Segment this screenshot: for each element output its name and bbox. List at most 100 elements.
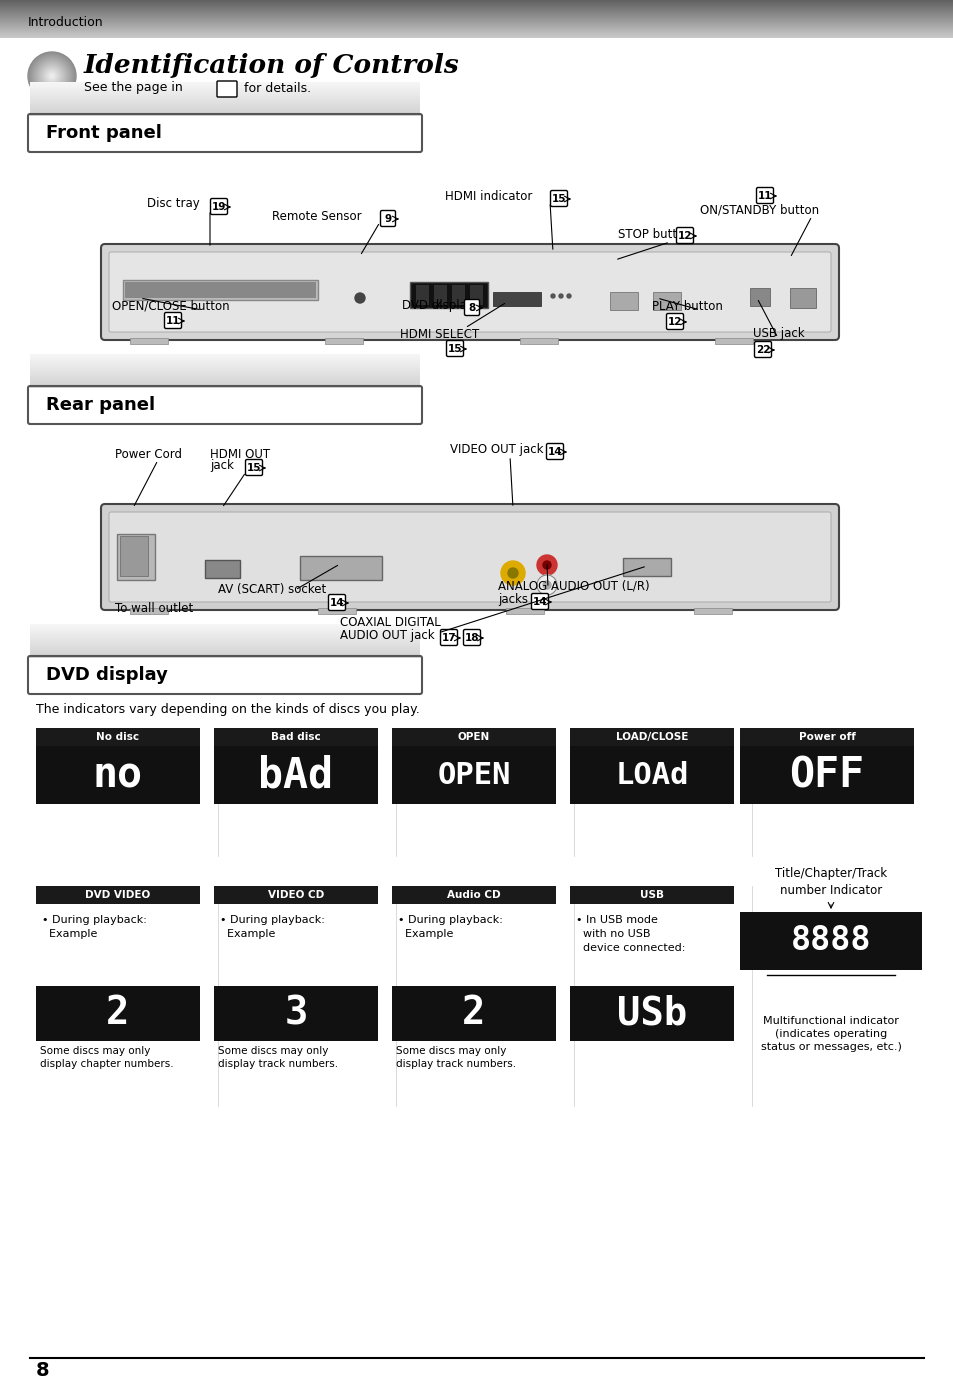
Text: To wall outlet: To wall outlet [115,602,193,614]
Circle shape [40,64,64,89]
Bar [569,727,733,745]
Text: no: no [92,754,143,797]
Text: PLAY button: PLAY button [651,300,722,313]
Circle shape [38,62,66,90]
Bar [213,745,377,804]
Text: HDMI SELECT: HDMI SELECT [400,328,479,340]
Text: ANALOG AUDIO OUT (L/R): ANALOG AUDIO OUT (L/R) [497,579,649,592]
Text: OPEN: OPEN [436,761,510,790]
Circle shape [32,55,71,95]
Text: • During playback:: • During playback: [220,916,325,925]
FancyBboxPatch shape [101,243,838,340]
Text: OPEN/CLOSE button: OPEN/CLOSE button [112,300,230,313]
FancyBboxPatch shape [754,342,771,357]
Bar [519,337,558,344]
Bar [123,279,317,300]
FancyBboxPatch shape [380,210,395,227]
Circle shape [45,69,59,83]
Text: 9: 9 [384,214,391,224]
Bar [789,288,815,308]
Circle shape [47,71,57,82]
Text: VIDEO OUT jack: VIDEO OUT jack [450,444,543,456]
Text: Power off: Power off [798,732,855,743]
Bar [213,887,377,904]
Circle shape [542,581,551,589]
Text: Some discs may only: Some discs may only [218,1046,328,1057]
Circle shape [46,71,58,82]
FancyBboxPatch shape [676,227,693,243]
Bar [36,727,200,745]
Bar [130,609,168,614]
Text: USB: USB [639,891,663,900]
Text: LOAD/CLOSE: LOAD/CLOSE [616,732,687,743]
FancyBboxPatch shape [550,191,567,206]
Text: ON/STANDBY button: ON/STANDBY button [700,203,819,217]
Text: See the page in: See the page in [84,82,183,94]
Bar [205,560,240,578]
Circle shape [39,64,65,89]
FancyBboxPatch shape [211,199,227,214]
Text: with no USB: with no USB [576,929,650,939]
Text: AV (SCART) socket: AV (SCART) socket [218,584,326,596]
Bar [36,887,200,904]
Bar [740,745,913,804]
Text: Front panel: Front panel [46,124,162,142]
Bar [416,285,429,306]
Text: Example: Example [42,929,97,939]
Circle shape [507,568,517,578]
Text: 8: 8 [36,1361,50,1379]
FancyBboxPatch shape [666,314,682,329]
Text: USB jack: USB jack [752,328,803,340]
Text: Introduction: Introduction [28,15,104,29]
Text: OFF: OFF [789,754,863,797]
Text: 22: 22 [755,344,769,355]
Bar [410,282,488,308]
Circle shape [29,53,75,100]
Text: jack: jack [210,459,233,473]
Bar [693,609,731,614]
Bar [470,285,482,306]
Text: Some discs may only: Some discs may only [395,1046,506,1057]
Circle shape [566,295,571,297]
Text: 8: 8 [468,303,476,313]
Bar [505,609,543,614]
Text: 14: 14 [330,597,344,609]
Text: 14: 14 [547,447,561,456]
Bar [569,887,733,904]
Text: • In USB mode: • In USB mode [576,916,658,925]
Text: (indicates operating: (indicates operating [774,1029,886,1039]
Text: VIDEO CD: VIDEO CD [268,891,324,900]
FancyBboxPatch shape [546,444,563,459]
Text: LOAd: LOAd [615,761,688,790]
Text: status or messages, etc.): status or messages, etc.) [760,1041,901,1052]
Circle shape [50,75,54,77]
FancyBboxPatch shape [756,188,773,203]
Circle shape [542,561,551,568]
Bar [325,337,363,344]
Bar [130,337,168,344]
Circle shape [41,65,63,87]
FancyBboxPatch shape [101,503,838,610]
Text: Multifunctional indicator: Multifunctional indicator [762,1017,898,1026]
Text: OPEN: OPEN [457,732,490,743]
Text: USb: USb [617,994,686,1033]
Text: HDMI OUT: HDMI OUT [210,448,270,461]
Text: COAXIAL DIGITAL: COAXIAL DIGITAL [339,615,440,628]
Circle shape [42,66,62,86]
Text: DVD display: DVD display [401,300,474,313]
FancyBboxPatch shape [216,82,236,97]
Bar [36,986,200,1041]
Bar [609,292,638,310]
Text: 15: 15 [247,463,261,473]
Bar [392,887,556,904]
Text: for details.: for details. [244,82,311,94]
FancyBboxPatch shape [109,512,830,602]
Text: 8888: 8888 [790,924,870,957]
Text: 2: 2 [106,994,130,1033]
Text: • During playback:: • During playback: [397,916,502,925]
FancyBboxPatch shape [328,595,345,610]
Circle shape [500,561,524,585]
Text: 19: 19 [212,202,226,212]
Text: number Indicator: number Indicator [779,884,882,896]
FancyBboxPatch shape [463,629,480,646]
